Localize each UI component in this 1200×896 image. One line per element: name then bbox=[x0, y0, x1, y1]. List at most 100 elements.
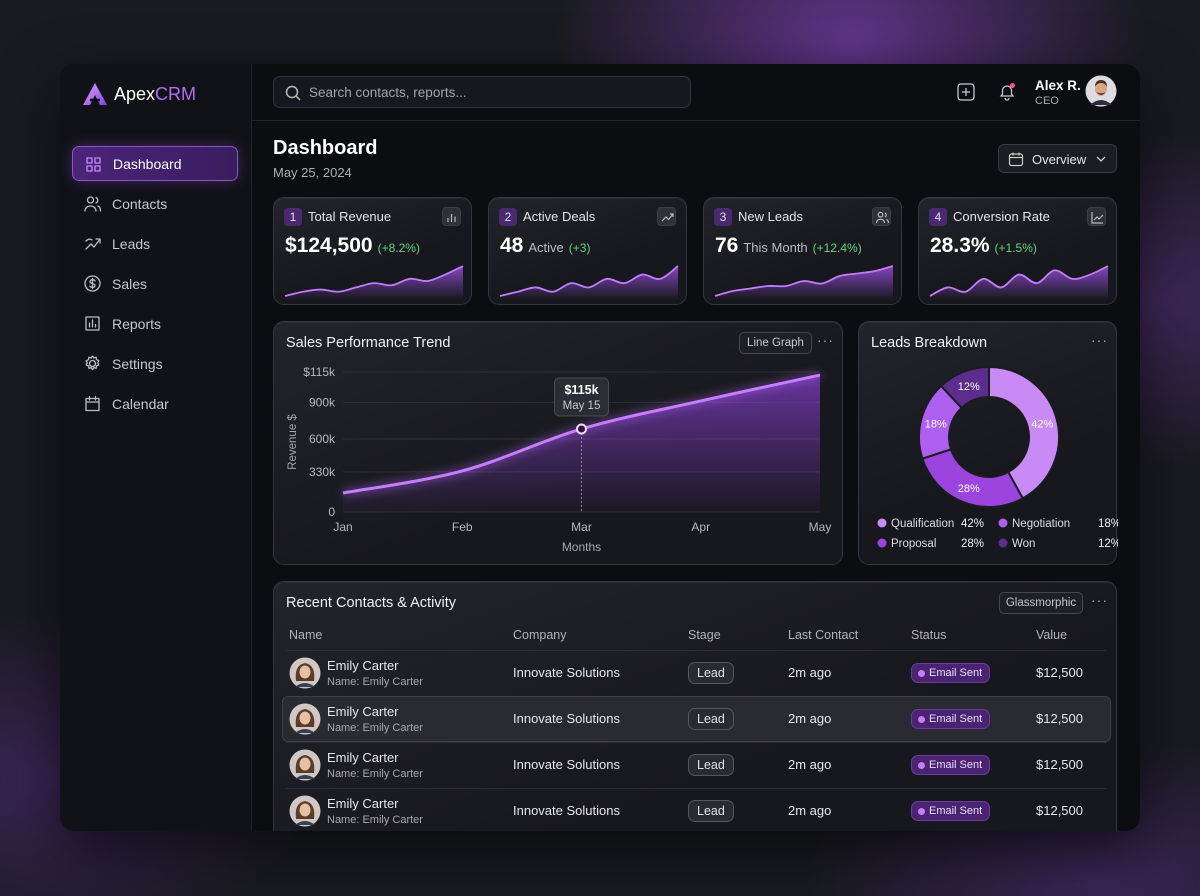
nav-label: Settings bbox=[112, 355, 163, 372]
line-chart-card: Sales Performance Trend Line Graph ··· 0… bbox=[273, 321, 843, 565]
range-selector[interactable]: Overview bbox=[998, 144, 1117, 173]
x-axis-label: Months bbox=[562, 540, 601, 554]
y-tick-label: 900k bbox=[309, 395, 336, 409]
kpi-icon-path bbox=[875, 211, 890, 224]
stage: Lead bbox=[688, 754, 734, 776]
brand-accent: CRM bbox=[155, 84, 197, 104]
legend-label: Won bbox=[1012, 538, 1035, 550]
nav-item[interactable]: Settings bbox=[72, 346, 238, 381]
table-style[interactable]: Glassmorphic bbox=[999, 592, 1083, 614]
y-tick-label: 0 bbox=[328, 505, 335, 519]
nav-item[interactable]: Sales bbox=[72, 266, 238, 301]
tooltip bbox=[554, 377, 609, 417]
more-menu[interactable]: ··· bbox=[1091, 332, 1108, 348]
kpi-change: (+1.5%) bbox=[994, 241, 1037, 255]
sparkline bbox=[284, 265, 464, 300]
nav-item[interactable]: Contacts bbox=[72, 186, 238, 221]
contact-detail: Name: Emily Carter bbox=[327, 768, 423, 780]
highlight-point bbox=[576, 423, 587, 435]
notifications[interactable] bbox=[997, 82, 1017, 102]
brand: ApexCRM bbox=[114, 84, 196, 105]
nav-icon bbox=[86, 157, 101, 172]
status: Email Sent bbox=[911, 755, 991, 775]
nav-label: Reports bbox=[112, 315, 162, 332]
kpi-card: 2 Active Deals 48 Active (+3) bbox=[488, 197, 687, 305]
line-chart: 0 330k 600k 900k $115k Jan Feb Mar Apr May Months R… bbox=[287, 365, 831, 554]
legend-label: Proposal bbox=[891, 538, 936, 550]
y-tick-label: 330k bbox=[309, 465, 336, 479]
legend-value: 18% bbox=[1098, 518, 1118, 530]
column-header: Value bbox=[1036, 628, 1068, 642]
nav-item[interactable]: Dashboard bbox=[72, 146, 238, 181]
top-divider bbox=[252, 120, 1140, 121]
contact-detail: Name: Emily Carter bbox=[327, 814, 423, 826]
nav-icon bbox=[84, 275, 101, 292]
kpi-icon-path bbox=[1091, 212, 1104, 224]
kpi-value: 48 bbox=[500, 234, 524, 257]
kpi-icon-glyph bbox=[447, 214, 456, 222]
more-menu[interactable]: ··· bbox=[1091, 592, 1108, 608]
row-rule bbox=[286, 788, 1106, 789]
kpi-icon-path bbox=[447, 214, 456, 222]
add-button[interactable] bbox=[957, 83, 975, 101]
slice-label: 18% bbox=[925, 418, 947, 430]
kpi-icon-glyph bbox=[1091, 212, 1104, 224]
column-header: Stage bbox=[688, 628, 721, 642]
y-axis-label: Revenue $ bbox=[287, 414, 299, 470]
contact-avatar bbox=[289, 657, 321, 689]
pie-chart-card: Leads Breakdown ··· 42% 28% 18% 12% Qualific… bbox=[858, 321, 1118, 565]
kpi-value: $124,500 bbox=[285, 234, 373, 257]
nav-label: Calendar bbox=[112, 395, 169, 412]
deal-value: $12,500 bbox=[1036, 665, 1083, 680]
column-header: Name bbox=[289, 628, 323, 642]
company: Innovate Solutions bbox=[513, 665, 620, 680]
legend-swatch bbox=[998, 538, 1008, 548]
avatar-body bbox=[295, 729, 315, 733]
kpi-icon bbox=[657, 207, 676, 226]
last-contact: 2m ago bbox=[788, 757, 832, 772]
kpi-index: 2 bbox=[499, 208, 517, 226]
app-window: ApexCRM Dashboard Contacts Leads Sales Repor… bbox=[60, 64, 1140, 831]
nav-icon-path bbox=[86, 157, 101, 172]
search-placeholder: Search contacts, reports... bbox=[309, 85, 467, 100]
slice-label: 42% bbox=[1031, 418, 1053, 430]
nav-item[interactable]: Calendar bbox=[72, 386, 238, 421]
range-label: Overview bbox=[1032, 152, 1087, 167]
kpi-value-row: $124,500 (+8.2%) bbox=[285, 234, 420, 258]
chart-mode[interactable]: Line Graph bbox=[739, 332, 812, 354]
kpi-change: (+12.4%) bbox=[812, 241, 862, 255]
sidebar: ApexCRM Dashboard Contacts Leads Sales Repor… bbox=[60, 64, 252, 831]
pie-slice bbox=[988, 365, 1060, 500]
row-rule bbox=[286, 742, 1106, 743]
deal-value: $12,500 bbox=[1036, 757, 1083, 772]
legend-value: 28% bbox=[961, 538, 984, 550]
contact-name: Emily Carter bbox=[327, 658, 399, 673]
status: Email Sent bbox=[911, 663, 991, 683]
sparkline bbox=[714, 265, 894, 300]
nav-icon-path bbox=[85, 355, 100, 371]
contacts-table-card: Recent Contacts & Activity Glassmorphic … bbox=[273, 581, 1117, 831]
contact-avatar bbox=[289, 795, 321, 827]
search-box[interactable]: Search contacts, reports... bbox=[273, 76, 691, 108]
kpi-card: 3 New Leads 76 This Month (+12.4%) bbox=[703, 197, 902, 305]
kpi-icon-path bbox=[661, 213, 674, 222]
nav-icon-path bbox=[84, 196, 102, 212]
kpi-label: Conversion Rate bbox=[953, 209, 1050, 224]
contact-name: Emily Carter bbox=[327, 704, 399, 719]
kpi-value-row: 48 Active (+3) bbox=[500, 234, 590, 258]
chart-title: Leads Breakdown bbox=[871, 335, 988, 351]
kpi-card: 4 Conversion Rate 28.3% (+1.5%) bbox=[918, 197, 1117, 305]
kpi-value-row: 28.3% (+1.5%) bbox=[930, 234, 1037, 258]
stage: Lead bbox=[688, 800, 734, 822]
kpi-label: New Leads bbox=[738, 209, 804, 224]
user-name: Alex R. bbox=[1035, 78, 1081, 93]
nav-item[interactable]: Reports bbox=[72, 306, 238, 341]
pie-chart: 42% 28% 18% 12% Qualification 42% Proposal 28% N… bbox=[877, 365, 1118, 550]
nav-item[interactable]: Leads bbox=[72, 226, 238, 261]
user-avatar[interactable] bbox=[1085, 75, 1117, 107]
nav-label: Contacts bbox=[112, 195, 168, 212]
more-menu[interactable]: ··· bbox=[817, 332, 834, 348]
kpi-change: (+8.2%) bbox=[377, 241, 420, 255]
legend-swatch bbox=[877, 538, 887, 548]
